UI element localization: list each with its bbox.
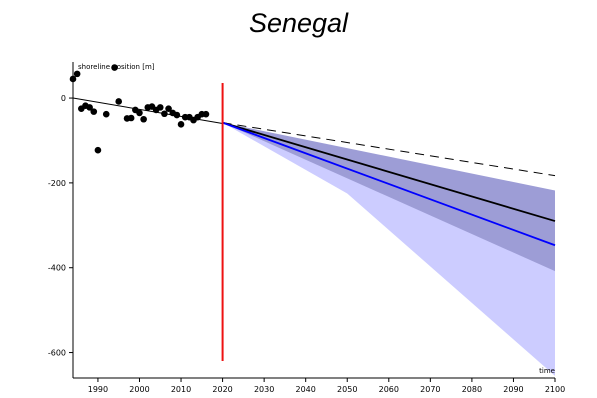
observation-point <box>102 110 110 118</box>
x-tick-label: 2020 <box>212 385 232 394</box>
observation-point <box>202 110 210 118</box>
observation-point <box>69 75 77 83</box>
observation-point <box>140 115 147 123</box>
x-tick-label: 2070 <box>420 385 440 394</box>
y-tick-label: -400 <box>48 264 66 273</box>
observation-point <box>90 108 98 115</box>
x-tick-label: 2050 <box>337 385 357 394</box>
observation-point <box>173 111 181 119</box>
observation-point <box>115 98 123 105</box>
x-tick-label: 2060 <box>379 385 399 394</box>
observation-point <box>161 110 168 118</box>
blue-projection-line <box>222 121 556 247</box>
observation-point <box>165 105 172 112</box>
observation-point <box>156 104 164 111</box>
y-axis-title: shoreline position [m] <box>78 63 155 71</box>
observation-point <box>177 121 185 128</box>
x-tick-label: 1990 <box>88 385 108 394</box>
y-tick-label: 0 <box>61 94 66 103</box>
x-tick-label: 2010 <box>171 385 191 394</box>
x-tick-label: 2100 <box>545 385 565 394</box>
observation-point <box>111 64 118 71</box>
observation-point <box>127 114 135 122</box>
x-tick-label: 2000 <box>129 385 149 394</box>
y-tick-label: -600 <box>48 349 66 358</box>
x-tick-label: 2080 <box>462 385 482 394</box>
y-tick-label: -200 <box>48 179 66 188</box>
observation-point <box>86 104 93 111</box>
dashed-projection-line <box>222 122 556 177</box>
black-projection-line <box>222 121 556 222</box>
x-axis-title: time <box>539 367 555 375</box>
x-tick-label: 2030 <box>254 385 274 394</box>
observation-point <box>94 146 102 154</box>
chart-title: Senegal <box>248 8 349 38</box>
observation-point <box>73 70 81 78</box>
x-tick-label: 2040 <box>296 385 316 394</box>
x-tick-label: 2090 <box>503 385 523 394</box>
observation-point <box>136 109 143 117</box>
dark-uncertainty-band <box>222 122 555 272</box>
